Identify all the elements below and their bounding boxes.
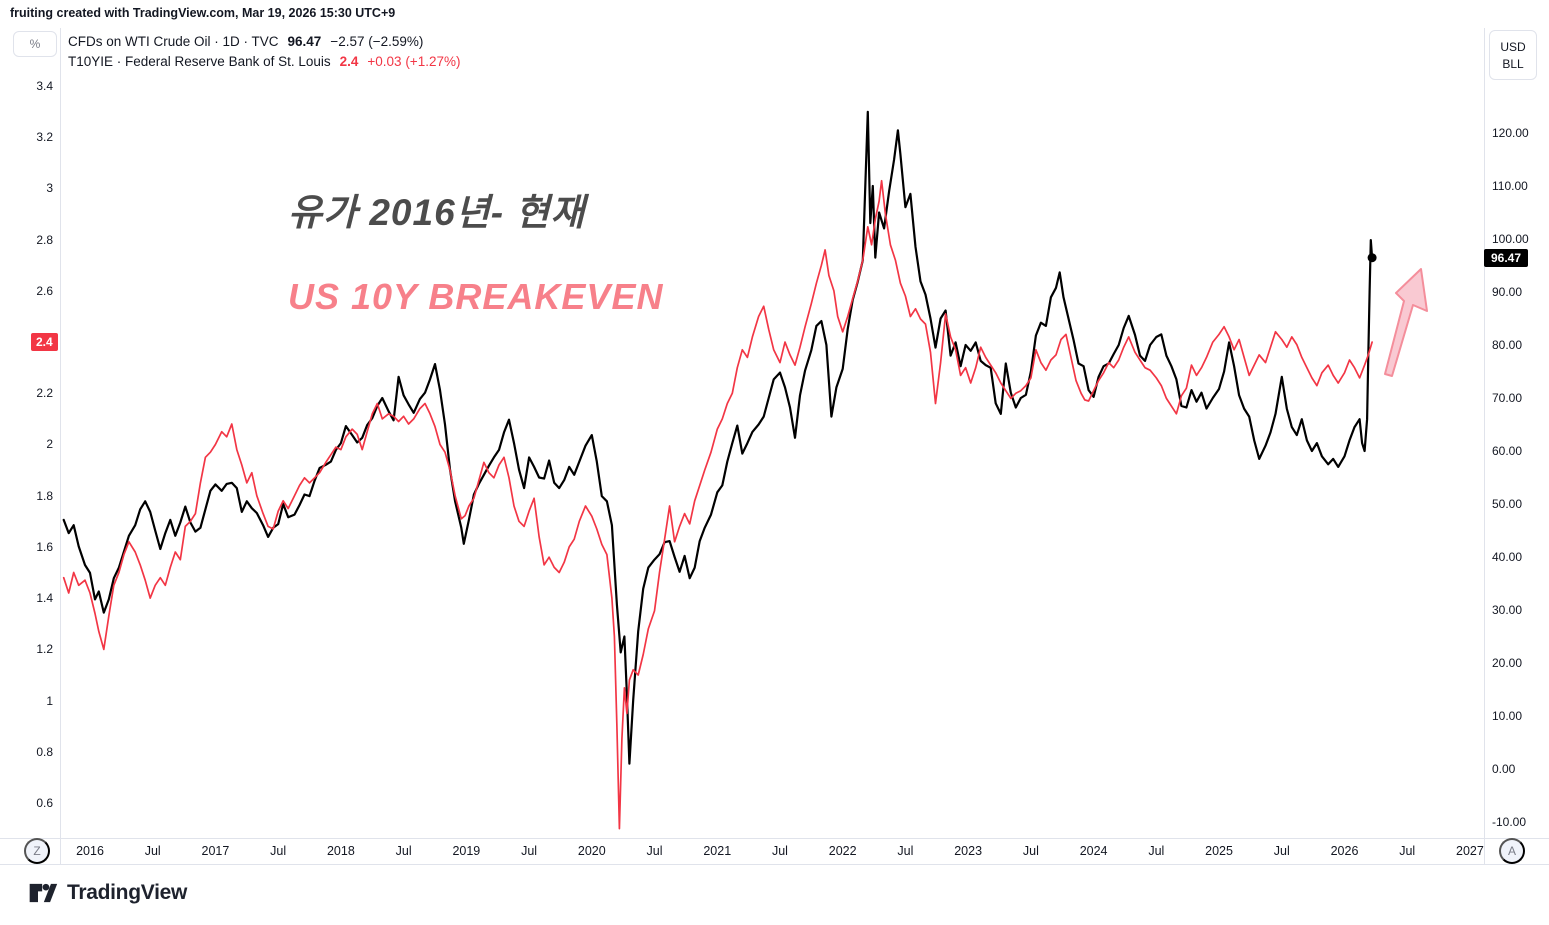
right-axis-tick: 80.00 (1492, 338, 1523, 352)
legend-t10yie-price: 2.4 (339, 54, 359, 69)
timeline-tick: Jul (144, 844, 161, 858)
timeline-tick: 2021 (703, 844, 732, 858)
timeline-tick: 2017 (201, 844, 230, 858)
timeline-tick: Jul (395, 844, 412, 858)
timeline-tick: Jul (1148, 844, 1165, 858)
timeline-tick: 2025 (1205, 844, 1233, 858)
legend-t10yie-title: T10YIE · Federal Reserve Bank of St. Lou… (68, 54, 331, 69)
legend-wti-change: −2.57 (−2.59%) (330, 34, 424, 49)
right-axis-tick: 0.00 (1492, 762, 1516, 776)
right-axis-tick: 20.00 (1492, 656, 1523, 670)
right-price-scale[interactable]: 120.00 110.00 100.00 90.00 80.00 70.00 60.00 50… (1486, 28, 1548, 838)
timeline-tick: Jul (1399, 844, 1416, 858)
left-axis-tick: 2.8 (36, 232, 53, 247)
timeline-tick: 2016 (76, 844, 104, 858)
timeline-tick: 2020 (577, 844, 606, 858)
right-axis-tick: 100.00 (1492, 232, 1529, 246)
right-axis-tick: 120.00 (1492, 126, 1529, 140)
timeline-tick: Jul (1273, 844, 1290, 858)
left-axis-tick: 1.8 (36, 488, 53, 503)
legend-wti-title: CFDs on WTI Crude Oil · 1D · TVC (68, 34, 279, 49)
wti-price-badge: 96.47 (1484, 248, 1528, 267)
left-axis-tick: 2.2 (36, 386, 53, 401)
chart-title-annotation[interactable]: 유가 2016년- 현재 (288, 192, 586, 233)
timeline-tick: Jul (771, 844, 788, 858)
tradingview-logo-text: TradingView (67, 881, 188, 904)
tradingview-logo-icon (29, 883, 58, 903)
left-axis-tick: 3.4 (36, 79, 53, 93)
auto-scale-button[interactable]: A (1499, 838, 1525, 864)
right-axis-tick: 50.00 (1492, 497, 1523, 511)
timeline-tick: Jul (521, 844, 538, 858)
left-axis-tick: 1 (46, 693, 53, 708)
right-scale-unit-bll: BLL (1502, 56, 1524, 71)
right-axis-tick: 40.00 (1492, 550, 1523, 564)
right-axis-tick: 30.00 (1492, 603, 1523, 617)
right-scale-divider (1484, 28, 1485, 864)
tradingview-logo[interactable]: TradingView (28, 880, 187, 906)
timeline-divider-bottom (0, 864, 1549, 865)
legend-row-t10yie[interactable]: T10YIE · Federal Reserve Bank of St. Lou… (68, 52, 460, 72)
right-axis-tick: 90.00 (1492, 285, 1523, 299)
right-axis-tick: 70.00 (1492, 391, 1523, 405)
right-scale-unit-button[interactable]: USD BLL (1489, 30, 1537, 80)
last-price-marker (1367, 253, 1377, 263)
chart-credit-text: fruiting created with TradingView.com, M… (10, 6, 396, 20)
left-axis-tick: 0.8 (36, 744, 53, 759)
timezone-button[interactable]: Z (24, 838, 50, 864)
left-scale-unit-button[interactable]: % (13, 31, 57, 57)
timeline-tick: Jul (646, 844, 663, 858)
up-arrow-annotation[interactable] (1384, 268, 1428, 377)
timeline-tick: 2022 (828, 844, 857, 858)
left-axis-tick: 1.2 (36, 642, 53, 657)
left-axis-tick: 2.6 (36, 283, 53, 298)
right-scale-unit-usd: USD (1500, 39, 1526, 54)
timeline-tick: 2027 (1456, 844, 1484, 858)
wti-crude-oil-line[interactable] (62, 110, 1374, 765)
timeline-tick: Jul (270, 844, 287, 858)
right-axis-tick: 60.00 (1492, 444, 1523, 458)
left-axis-tick: 1.6 (36, 539, 53, 554)
breakeven-label-annotation[interactable]: US 10Y BREAKEVEN (288, 276, 664, 317)
timeline-tick: 2019 (452, 844, 481, 858)
legend-wti-price: 96.47 (287, 34, 322, 49)
timeline-divider-top (0, 838, 1549, 839)
left-axis-tick: 3 (46, 181, 53, 196)
right-axis-tick: -10.00 (1492, 815, 1527, 829)
timeline-tick: 2023 (954, 844, 983, 858)
timeline-tick: 2024 (1079, 844, 1108, 858)
timeline-tick: 2026 (1330, 844, 1359, 858)
timeline-tick: Jul (1022, 844, 1039, 858)
right-axis-tick: 110.00 (1492, 179, 1528, 193)
left-scale-divider (60, 28, 61, 864)
left-axis-tick: 1.4 (36, 591, 53, 606)
timeline-tick: 2018 (326, 844, 355, 858)
breakeven-price-badge: 2.4 (31, 333, 58, 352)
right-axis-tick: 10.00 (1492, 709, 1523, 723)
left-axis-tick: 0.6 (36, 795, 53, 810)
breakeven-10y-line[interactable] (62, 179, 1373, 830)
time-scale[interactable]: 2016 Jul 2017 Jul 2018 Jul 2019 Jul 2020 Jul 2021 J… (0, 838, 1549, 864)
legend-t10yie-change: +0.03 (+1.27%) (367, 54, 461, 69)
timeline-tick: Jul (897, 844, 914, 858)
left-axis-tick: 2 (46, 437, 53, 452)
legend: CFDs on WTI Crude Oil · 1D · TVC 96.47 −… (68, 32, 460, 72)
left-axis-tick: 3.2 (36, 130, 53, 145)
legend-row-wti[interactable]: CFDs on WTI Crude Oil · 1D · TVC 96.47 −… (68, 32, 460, 52)
